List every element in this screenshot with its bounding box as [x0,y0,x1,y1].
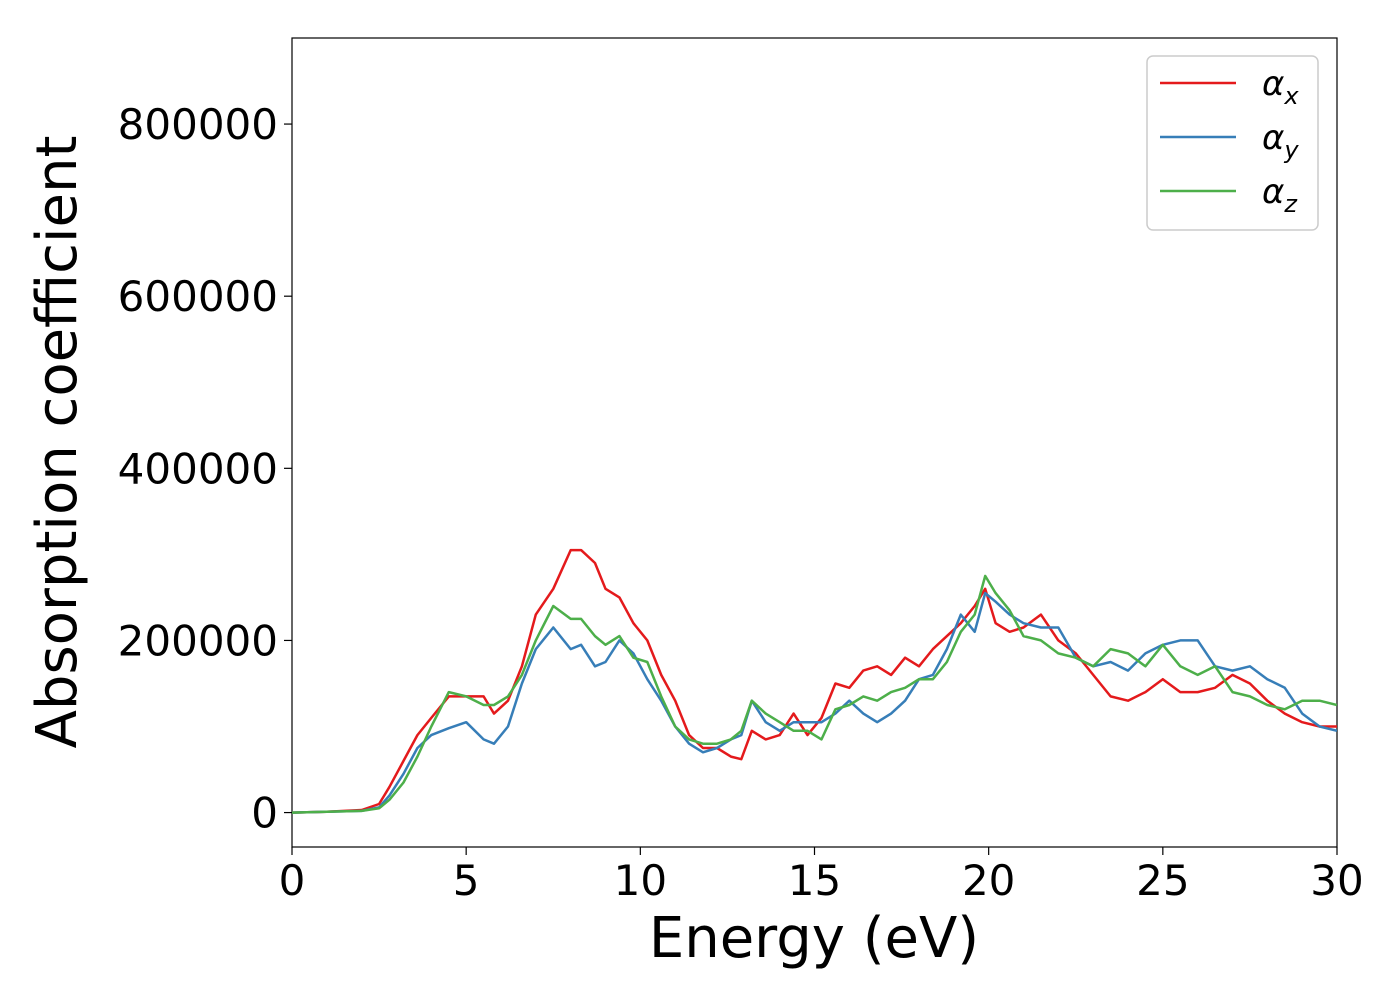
x-tick-label: 5 [453,856,480,905]
y-tick-label: 600000 [118,272,278,321]
legend-box [1146,55,1319,231]
x-axis-title: Energy (eV) [649,906,979,971]
y-tick-label: 800000 [118,100,278,149]
x-tick-label: 25 [1136,856,1189,905]
y-axis-title: Absorption coefficient [25,136,90,749]
series-line-x [292,548,1337,814]
legend-symbol: α [1262,64,1284,104]
x-tick-label: 30 [1310,856,1363,905]
y-tick-label: 400000 [118,444,278,493]
legend-label-z: αz [1262,172,1298,218]
series-line-y [292,591,1337,814]
y-axis: 0 200000 400000 600000 800000 [118,100,292,838]
legend-label-y: αy [1262,118,1299,164]
x-axis: 0 5 10 15 20 25 30 [279,847,1364,905]
x-tick-label: 15 [788,856,841,905]
x-tick-label: 10 [614,856,667,905]
series-line-z [292,574,1337,814]
x-tick-label: 20 [962,856,1015,905]
y-tick-label: 0 [251,789,278,838]
legend-subscript: x [1283,82,1299,110]
legend-subscript: z [1283,190,1298,218]
y-tick-label: 200000 [118,616,278,665]
legend-label-x: αx [1262,64,1299,110]
legend-subscript: y [1283,136,1299,164]
x-tick-label: 0 [279,856,306,905]
legend-symbol: α [1262,172,1284,212]
legend-symbol: α [1262,118,1284,158]
series-lines [292,548,1337,814]
